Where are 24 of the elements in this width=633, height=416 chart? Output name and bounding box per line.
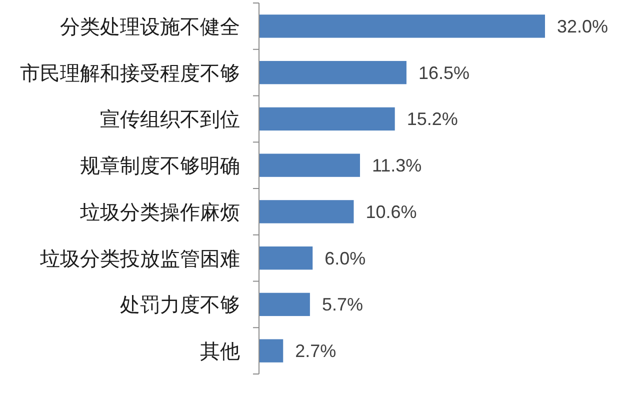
bar	[259, 246, 313, 270]
y-tick-label: 处罚力度不够	[120, 292, 240, 317]
bar	[259, 107, 395, 131]
data-label: 6.0%	[324, 248, 366, 268]
y-tick-label: 市民理解和接受程度不够	[20, 60, 240, 85]
data-label: 11.3%	[372, 156, 422, 176]
data-label: 16.5%	[418, 62, 470, 83]
bar	[259, 60, 406, 84]
y-tick-label: 垃圾分类操作麻烦	[79, 200, 240, 224]
data-label: 10.6%	[366, 202, 417, 222]
y-tick-label: 其他	[200, 339, 240, 364]
data-label: 5.7%	[322, 294, 363, 315]
y-tick-label: 垃圾分类投放监管困难	[39, 246, 240, 270]
y-tick-label: 宣传组织不到位	[100, 107, 240, 132]
bar	[259, 154, 360, 177]
bar	[259, 339, 284, 362]
bar	[259, 292, 310, 316]
y-tick-label: 规章制度不够明确	[80, 154, 240, 178]
bar	[259, 14, 545, 38]
bar	[259, 200, 354, 224]
data-label: 2.7%	[295, 341, 336, 362]
data-label: 15.2%	[406, 109, 458, 130]
y-tick-label: 分类处理设施不健全	[60, 14, 240, 38]
data-label: 32.0%	[557, 16, 608, 36]
